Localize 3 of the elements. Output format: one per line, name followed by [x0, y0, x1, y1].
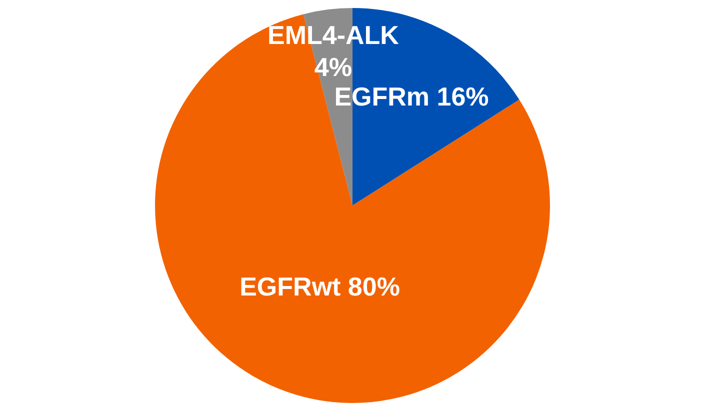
slice-label: EGFRm 16% [334, 81, 489, 112]
slice-label: EML4-ALK [267, 20, 400, 50]
slice-label: EGFRwt 80% [240, 271, 400, 302]
